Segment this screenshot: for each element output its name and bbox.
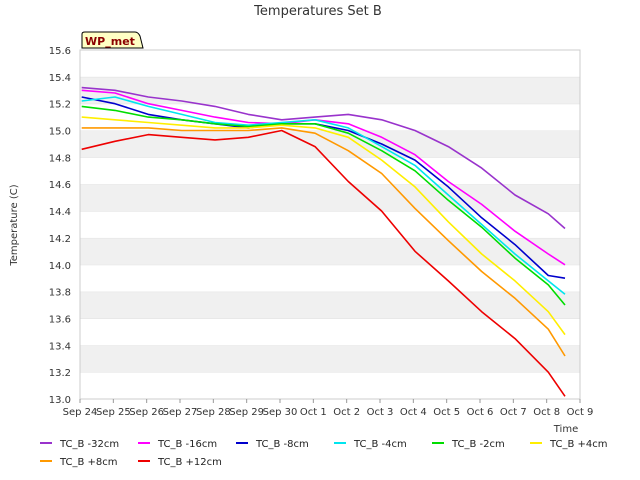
y-tick-label: 14.8 <box>49 153 71 164</box>
grid-band <box>80 211 580 238</box>
x-tick-label: Sep 24 <box>63 407 98 418</box>
y-tick-label: 14.4 <box>49 207 71 218</box>
x-tick-label: Sep 26 <box>129 407 164 418</box>
y-tick-label: 13.0 <box>49 395 71 406</box>
series-line-2 <box>81 89 566 266</box>
series-line-7 <box>81 127 566 357</box>
y-tick-label: 14.0 <box>49 261 71 272</box>
plot-area-frame <box>79 49 581 400</box>
y-tick-label: 13.8 <box>49 288 71 299</box>
station-badge: WP_met <box>81 31 144 49</box>
series-lines <box>81 86 566 397</box>
x-tick-label: Oct 6 <box>467 407 494 418</box>
series-line-4 <box>81 96 566 295</box>
y-tick-label: 15.0 <box>49 127 71 138</box>
legend-label: TC_B +12cm <box>157 457 222 468</box>
chart-title: Temperatures Set B <box>253 4 382 19</box>
legend-label: TC_B -2cm <box>451 439 505 450</box>
grid-band <box>80 372 580 399</box>
legend: TC_B -32cm TC_B -16cm TC_B -8cm TC_B -4cm TC… <box>40 439 608 468</box>
y-tick-label: 13.6 <box>49 314 71 325</box>
x-tick-label: Sep 25 <box>96 407 131 418</box>
series-line-6 <box>81 116 566 336</box>
x-tick-label: Oct 9 <box>567 407 594 418</box>
y-axis: 13.0 13.2 13.4 13.6 13.8 14.0 14.2 14.4 14.6 14.8… <box>49 46 71 406</box>
grid-band <box>80 318 580 346</box>
y-tick-label: 15.2 <box>49 100 71 111</box>
y-tick-label: 15.4 <box>49 73 71 84</box>
x-tick-label: Oct 3 <box>367 407 394 418</box>
grid-bands <box>80 49 580 399</box>
grid-band <box>80 237 580 265</box>
legend-label: TC_B -32cm <box>59 439 119 450</box>
grid-band <box>80 345 580 373</box>
series-line-3 <box>81 96 566 279</box>
y-tick-label: 13.4 <box>49 341 71 352</box>
grid-band <box>80 264 580 292</box>
legend-label: TC_B +4cm <box>549 439 608 450</box>
legend-label: TC_B -4cm <box>353 439 407 450</box>
x-tick-label: Sep 30 <box>263 407 298 418</box>
legend-label: TC_B -16cm <box>157 439 217 450</box>
y-tick-label: 14.2 <box>49 234 71 245</box>
series-line-1 <box>81 86 566 230</box>
legend-label: TC_B +8cm <box>59 457 118 468</box>
y-tick-label: 14.6 <box>49 180 71 191</box>
x-tick-label: Oct 4 <box>400 407 427 418</box>
x-tick-label: Sep 28 <box>196 407 231 418</box>
grid-band <box>80 50 580 77</box>
grid-band <box>80 291 580 319</box>
grid-band <box>80 76 580 104</box>
grid-band <box>80 184 580 212</box>
series-line-8 <box>81 129 566 397</box>
series-line-5 <box>81 105 566 306</box>
x-tick-label: Oct 7 <box>500 407 527 418</box>
x-tick-label: Oct 8 <box>533 407 560 418</box>
y-axis-label: Temperature (C) <box>9 184 20 266</box>
x-tick-label: Sep 27 <box>163 407 198 418</box>
y-tick-label: 13.2 <box>49 368 71 379</box>
x-tick-label: Oct 2 <box>333 407 360 418</box>
x-axis-label: Time <box>553 424 578 435</box>
legend-label: TC_B -8cm <box>255 439 309 450</box>
y-tick-label: 15.6 <box>49 46 71 57</box>
x-tick-label: Oct 5 <box>433 407 460 418</box>
x-tick-label: Oct 1 <box>300 407 327 418</box>
x-tick-label: Sep 29 <box>229 407 264 418</box>
station-badge-label: WP_met <box>85 35 135 48</box>
